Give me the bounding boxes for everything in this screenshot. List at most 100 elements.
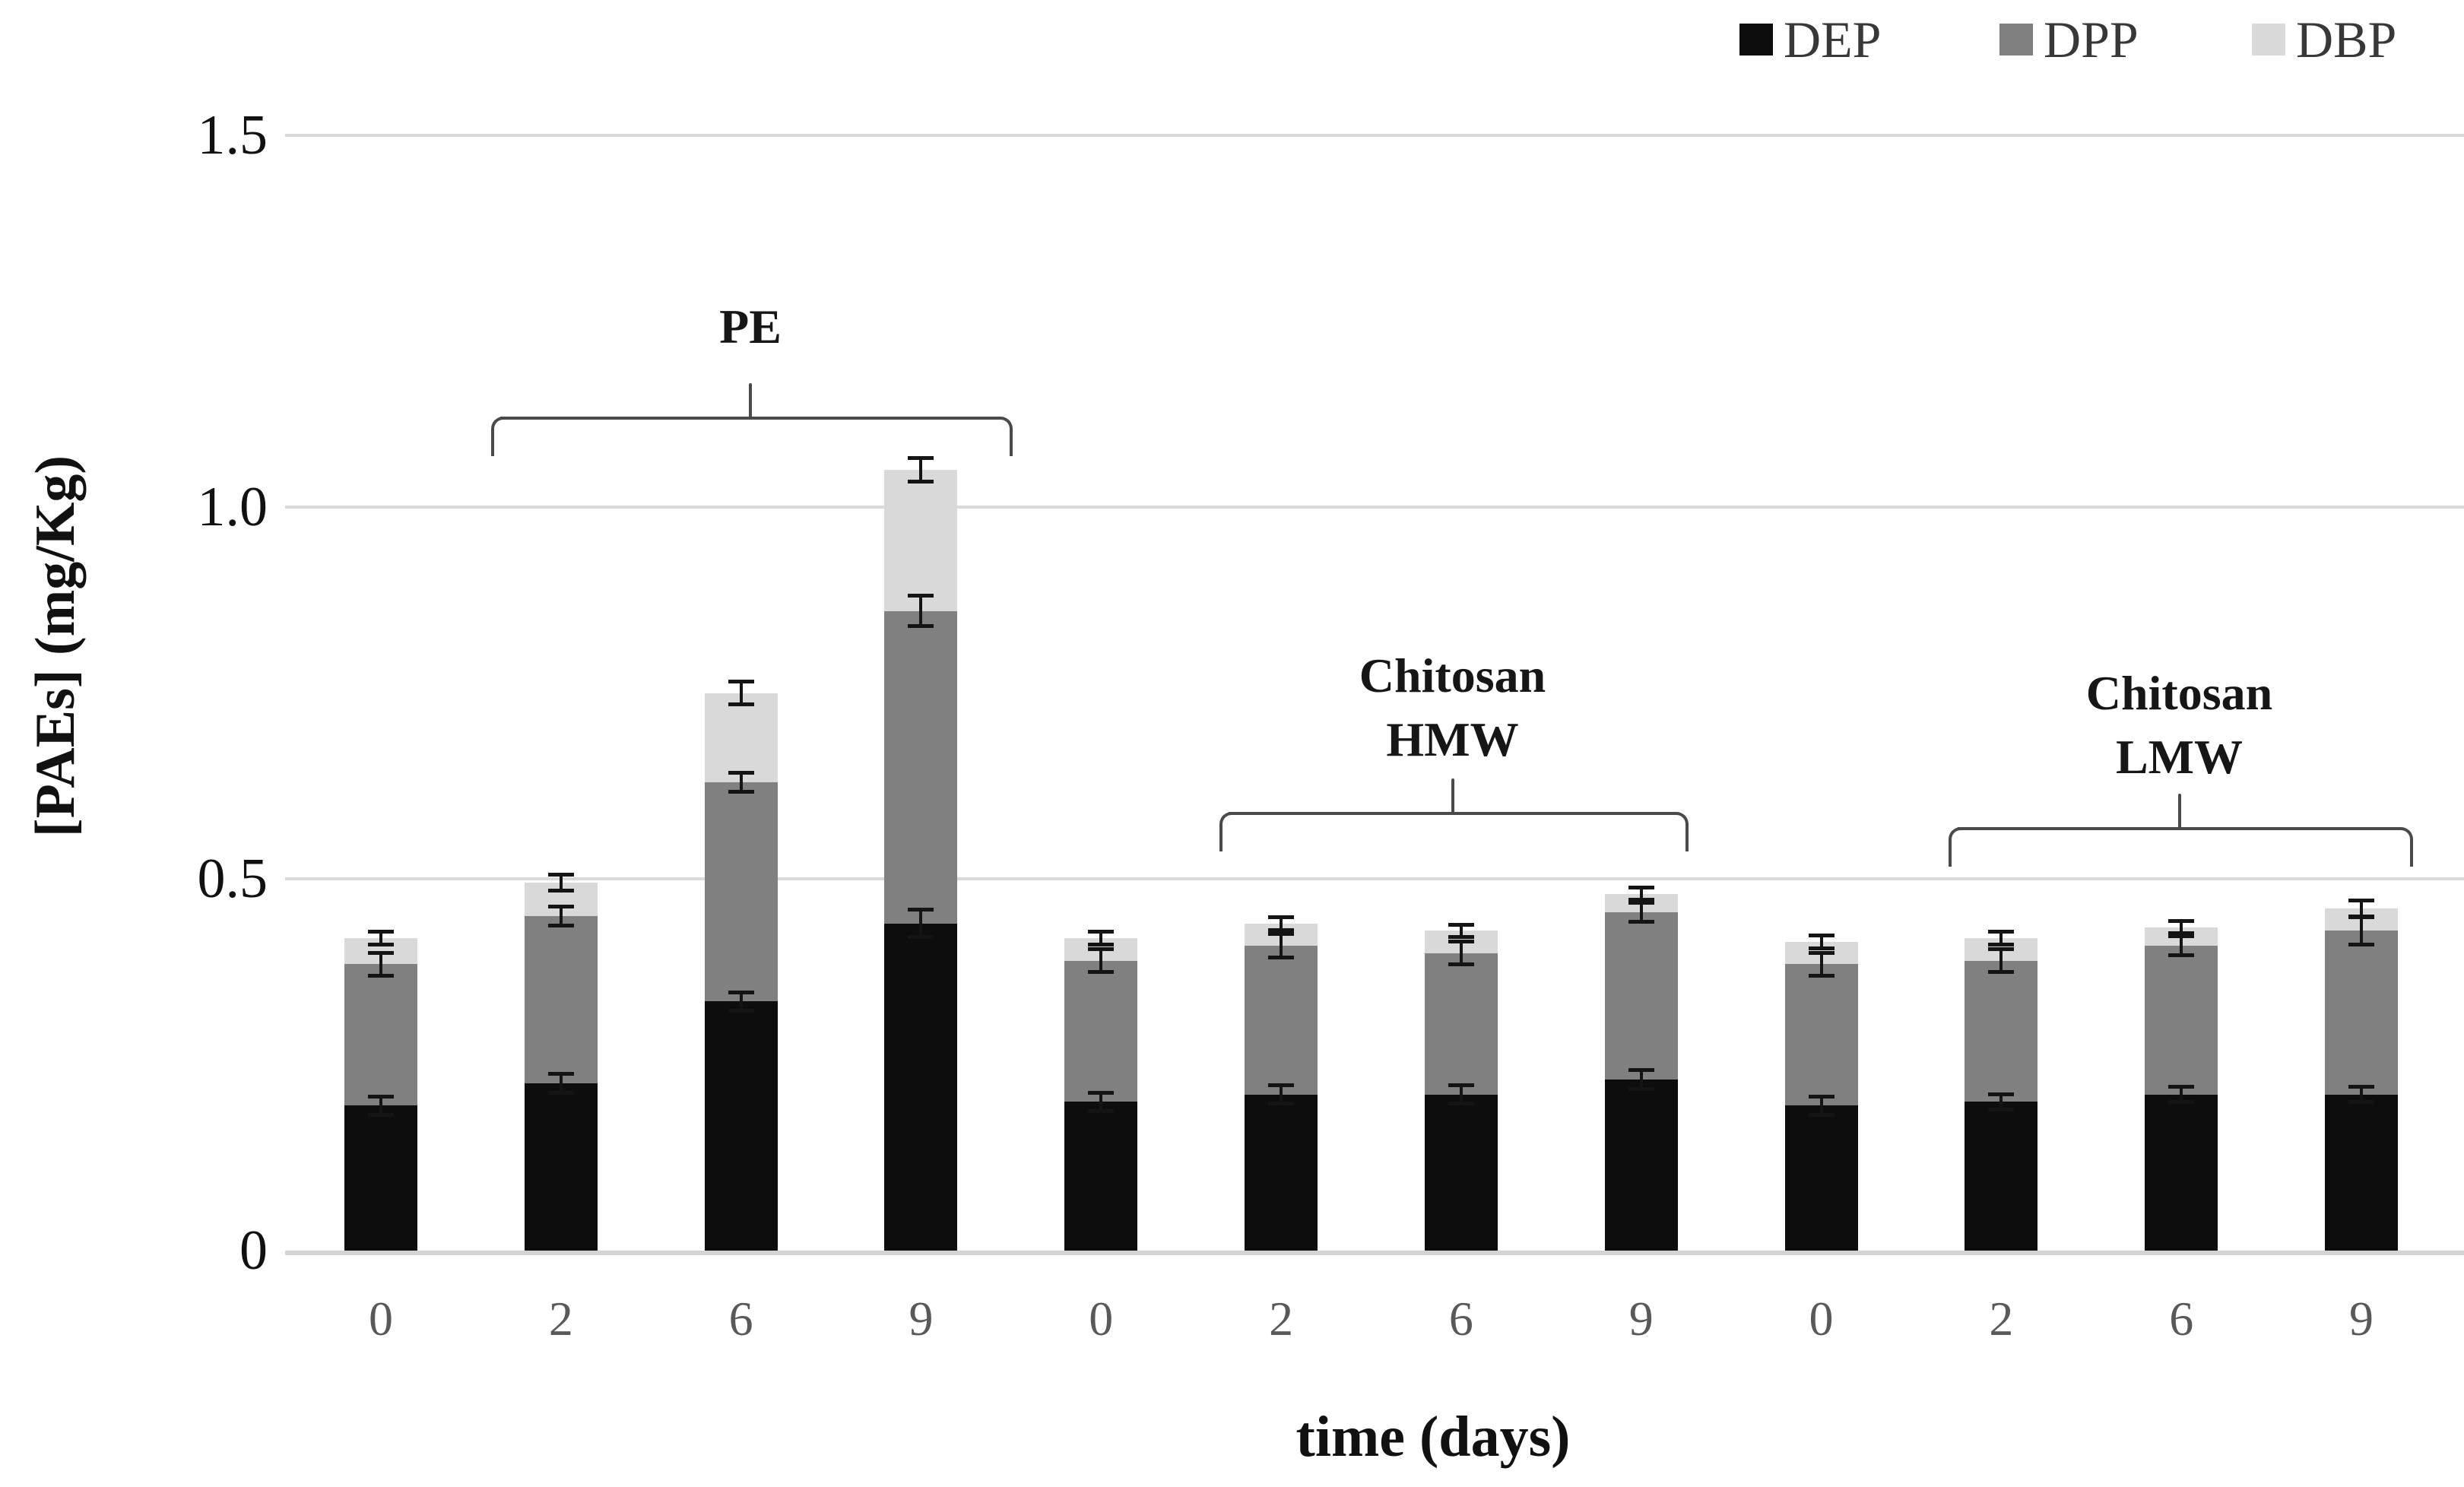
group-brace-end — [997, 417, 1013, 456]
error-bar-cap — [1448, 1083, 1474, 1087]
legend-item-dbp: DBP — [2252, 12, 2396, 67]
bar-segment-dep — [1245, 1094, 1318, 1251]
bar-segment-dpp — [1064, 960, 1138, 1102]
bar-segment-dep — [1424, 1094, 1498, 1251]
error-bar-cap — [1628, 898, 1654, 902]
legend-label: DEP — [1784, 11, 1882, 68]
error-bar-cap — [2348, 943, 2375, 947]
error-bar-cap — [368, 1094, 394, 1099]
error-bar — [1280, 934, 1283, 957]
error-bar — [1099, 1092, 1103, 1111]
error-bar-cap — [1088, 1109, 1115, 1114]
error-bar-cap — [1268, 932, 1295, 937]
error-bar — [1459, 1085, 1463, 1104]
error-bar-cap — [1988, 970, 2015, 975]
x-tick-label: 9 — [2349, 1292, 2374, 1346]
error-bar-cap — [2168, 934, 2195, 939]
x-axis-title: time (days) — [1295, 1405, 1571, 1469]
error-bar-cap — [1448, 962, 1474, 967]
error-bar-cap — [1808, 950, 1835, 955]
error-bar — [379, 1096, 382, 1115]
error-bar — [919, 458, 923, 481]
error-bar — [1639, 903, 1643, 921]
error-bar-cap — [1808, 934, 1835, 938]
error-bar-cap — [728, 789, 754, 794]
error-bar-cap — [1628, 901, 1654, 905]
bar-segment-dbp — [704, 693, 778, 782]
bar-segment-dep — [1784, 1105, 1858, 1251]
error-bar — [1999, 1094, 2003, 1110]
group-brace-end — [491, 417, 506, 456]
error-bar-cap — [368, 943, 394, 947]
gridline — [285, 877, 2464, 880]
group-label: PE — [484, 295, 1016, 359]
error-bar-cap — [2168, 1100, 2195, 1105]
legend-swatch-dpp — [1999, 24, 2033, 55]
error-bar — [1459, 924, 1463, 937]
group-brace-tip — [2177, 794, 2181, 829]
bar-segment-dep — [1965, 1102, 2038, 1251]
error-bar-cap — [908, 594, 934, 598]
error-bar-cap — [1628, 1068, 1654, 1073]
error-bar — [1999, 932, 2003, 945]
group-brace-end — [1673, 812, 1689, 851]
error-bar — [739, 992, 743, 1011]
error-bar-cap — [1448, 940, 1474, 944]
error-bar-cap — [1088, 970, 1115, 975]
group-brace-end — [1949, 827, 1964, 867]
bar-segment-dpp — [344, 964, 417, 1106]
bar-segment-dep — [1064, 1102, 1138, 1251]
error-bar — [1099, 932, 1103, 945]
error-bar — [2360, 1086, 2364, 1102]
x-tick-label: 2 — [1989, 1292, 2014, 1346]
group-label-line: HMW — [1386, 712, 1519, 766]
x-tick-label: 0 — [369, 1292, 393, 1346]
error-bar — [1999, 949, 2003, 972]
x-tick-label: 6 — [1448, 1292, 1473, 1346]
error-bar-cap — [728, 1009, 754, 1013]
y-tick-label: 0.5 — [197, 848, 268, 910]
bar-segment-dpp — [2145, 946, 2218, 1095]
group-brace-line — [1958, 827, 2401, 830]
error-bar — [1819, 936, 1823, 948]
error-bar-cap — [547, 1072, 574, 1076]
bar-segment-dpp — [1604, 912, 1678, 1080]
error-bar-cap — [1988, 946, 2015, 951]
group-brace-end — [2398, 827, 2413, 867]
error-bar-cap — [908, 479, 934, 484]
group-label-line: Chitosan — [1359, 648, 1546, 702]
error-bar — [1819, 1096, 1823, 1115]
error-bar-cap — [1448, 1102, 1474, 1106]
error-bar-cap — [1988, 1092, 2015, 1096]
x-tick-label: 9 — [909, 1292, 934, 1346]
x-tick-label: 6 — [2169, 1292, 2194, 1346]
error-bar — [1280, 917, 1283, 930]
error-bar — [379, 932, 382, 945]
error-bar-cap — [368, 1113, 394, 1118]
legend-swatch-dbp — [2252, 24, 2285, 55]
bar-segment-dep — [2145, 1094, 2218, 1251]
error-bar-cap — [2348, 899, 2375, 903]
error-bar-cap — [908, 456, 934, 461]
y-tick-label: 1.5 — [197, 104, 268, 166]
error-bar — [559, 1074, 563, 1092]
bar-segment-dep — [344, 1105, 417, 1251]
x-tick-label: 2 — [1269, 1292, 1294, 1346]
error-bar-cap — [1628, 919, 1654, 924]
error-bar — [1639, 1070, 1643, 1089]
error-bar — [1639, 887, 1643, 900]
error-bar-cap — [1808, 974, 1835, 978]
error-bar — [1819, 953, 1823, 976]
error-bar-cap — [2168, 1084, 2195, 1089]
x-tick-label: 2 — [548, 1292, 573, 1346]
x-tick-label: 9 — [1628, 1292, 1654, 1346]
group-brace-tip — [749, 383, 752, 418]
group-label: Chitosan HMW — [1187, 644, 1719, 772]
error-bar-cap — [368, 930, 394, 934]
gridline — [285, 134, 2464, 137]
error-bar-cap — [908, 624, 934, 629]
bar-segment-dep — [704, 1001, 778, 1251]
x-axis-baseline — [285, 1251, 2464, 1255]
legend-label: DBP — [2296, 11, 2397, 68]
bar-segment-dep — [1604, 1080, 1678, 1251]
